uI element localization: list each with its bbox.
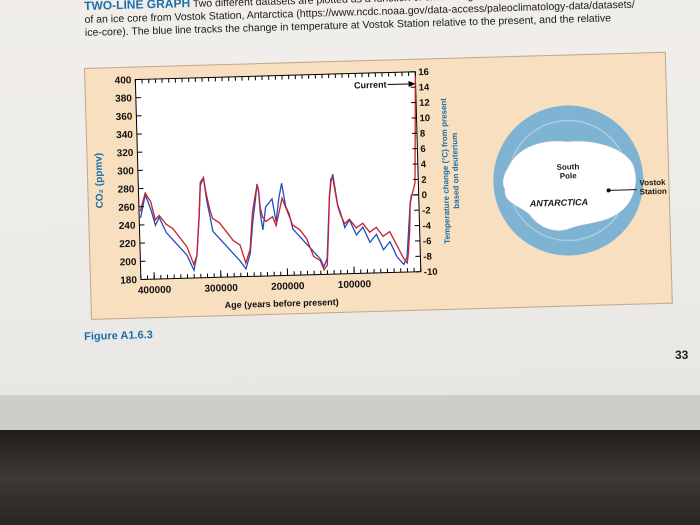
table-surface: [0, 430, 700, 525]
antarctica-landmass: [502, 140, 637, 232]
page-edge: [0, 395, 700, 435]
y-tick-label: 260: [118, 202, 135, 213]
y-tick-label: 180: [120, 275, 137, 286]
y2-tick-label: 16: [418, 67, 429, 78]
figure-label: Figure A1.6.3: [84, 329, 153, 343]
y2-tick-label: -4: [422, 221, 431, 232]
antarctica-map: ANTARCTICA South Pole Vostok Station: [493, 105, 667, 256]
current-annotation: Current: [354, 80, 387, 91]
x-axis-label: Age (years before present): [225, 297, 339, 310]
y2-tick-label: -10: [424, 267, 438, 278]
co2-series-line: [139, 76, 417, 272]
vostok-label-2: Station: [640, 187, 667, 197]
y-tick-label: 280: [118, 184, 135, 195]
y-axis-label: CO₂ (ppmv): [93, 153, 106, 209]
y2-tick-label: -8: [423, 251, 432, 262]
y2-axis-label-line2: based on deuterium: [450, 133, 461, 209]
x-tick-label: 100000: [338, 279, 372, 291]
y2-tick-label: 14: [419, 82, 431, 93]
y-tick-label: 300: [117, 166, 134, 177]
figure-panel: 400 380 360 340 320 300 280 260 240 220 200 180 16 1…: [84, 51, 673, 320]
south-pole-label-1: South: [556, 162, 579, 172]
y-tick-label: 340: [116, 130, 133, 141]
vostok-label-1: Vostok: [639, 178, 666, 188]
y-tick-label: 380: [115, 93, 132, 104]
y2-tick-label: 2: [421, 175, 427, 186]
antarctica-label: ANTARCTICA: [529, 197, 589, 209]
current-arrowhead: [408, 80, 416, 87]
y2-tick-label: 4: [421, 159, 427, 170]
y2-tick-label: 6: [420, 144, 426, 155]
plot-area: [134, 71, 422, 281]
y-tick-label: 240: [119, 221, 136, 232]
y-tick-label: 320: [117, 148, 134, 159]
y-tick-label: 200: [120, 257, 137, 268]
x-tick-label: 300000: [204, 283, 238, 295]
south-pole-label-2: Pole: [560, 171, 578, 180]
y2-tick-label: 0: [422, 190, 428, 201]
y-tick-label: 220: [119, 239, 136, 250]
y2-tick-label: -2: [422, 205, 431, 216]
y2-axis-label-line1: Temperature change (°C) from present: [439, 98, 452, 244]
y2-tick-label: 12: [419, 98, 430, 109]
current-arrow: [387, 83, 412, 86]
y2-tick-label: 8: [420, 129, 426, 140]
y2-tick-label: -6: [423, 236, 432, 247]
vostok-leader-line: [608, 189, 637, 191]
page-number: 33: [675, 348, 689, 362]
y-tick-label: 360: [116, 112, 133, 123]
x-tick-label: 400000: [138, 285, 172, 297]
y-tick-label: 400: [115, 75, 132, 86]
y2-tick-label: 10: [419, 113, 430, 124]
x-tick-label: 200000: [271, 281, 305, 293]
